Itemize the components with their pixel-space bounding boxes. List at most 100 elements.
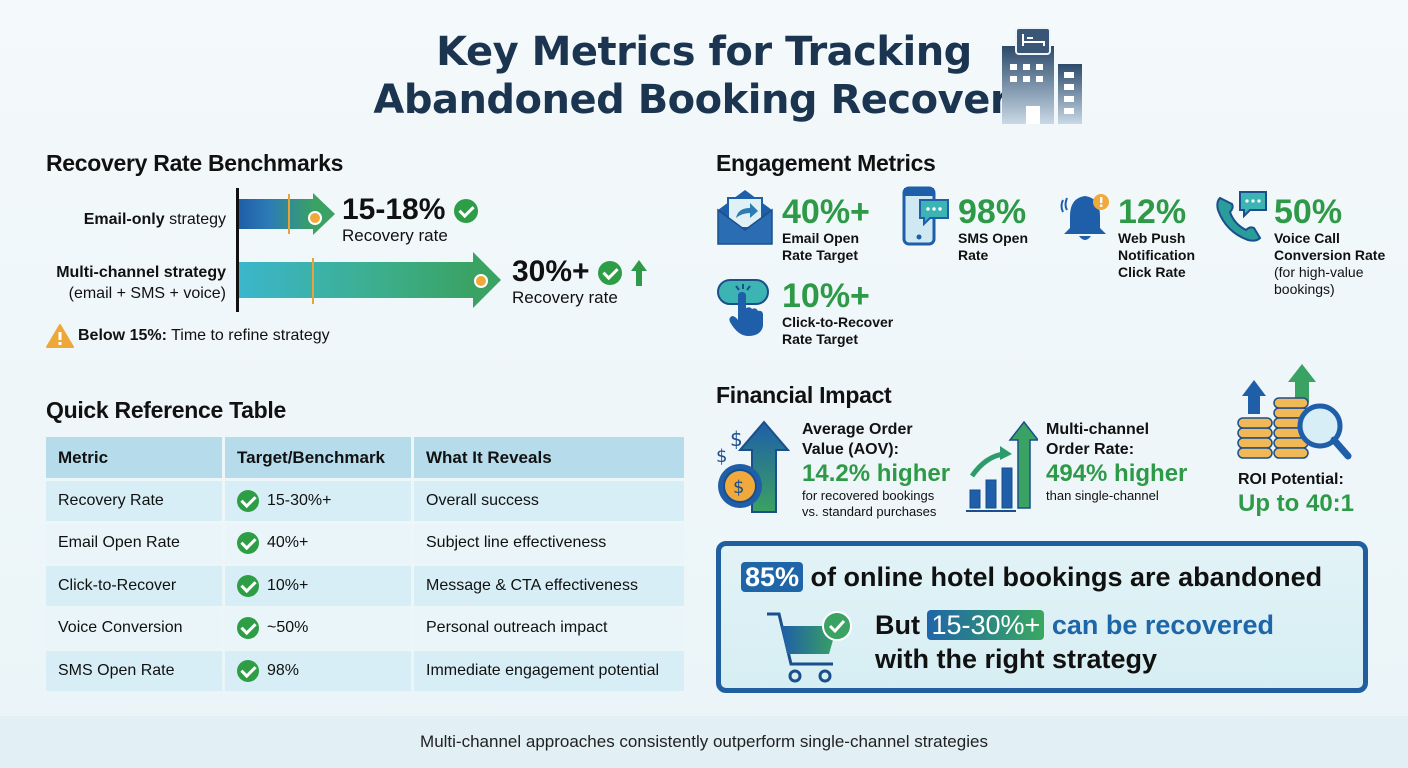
up-arrow-icon	[631, 260, 648, 287]
financial-roi: ROI Potential: Up to 40:1	[1238, 470, 1354, 518]
cart-check-icon	[767, 611, 852, 683]
warning-text: Time to refine strategy	[166, 327, 330, 345]
callout-recover-text: can be recovered	[1044, 610, 1274, 640]
cell-reveals: Message & CTA effectiveness	[414, 566, 684, 606]
cell-metric: Email Open Rate	[46, 523, 222, 563]
email-recovery-bar	[239, 193, 335, 235]
multi-rate-dot	[474, 274, 488, 288]
cell-target: ~50%	[225, 608, 411, 648]
title-line-2: Abandoned Booking Recovery	[373, 77, 1035, 123]
table-row: Recovery Rate 15-30%+ Overall success	[46, 481, 684, 521]
financial-multichannel: Multi-channel Order Rate: 494% higher th…	[1046, 420, 1187, 504]
engagement-click-to-recover: 10%+ Click-to-Recover Rate Target	[782, 278, 893, 348]
aov-sublabel: for recovered bookings	[802, 488, 935, 503]
multichannel-label: Order Rate:	[1046, 441, 1135, 458]
aov-label: Average Order	[802, 421, 913, 438]
check-icon	[453, 199, 478, 224]
metric-label: Click Rate	[1118, 264, 1186, 280]
metric-label: Conversion Rate	[1274, 247, 1386, 263]
column-header-metric: Metric	[46, 437, 222, 478]
email-rate-dot	[308, 211, 322, 225]
cell-target: 98%	[225, 651, 411, 691]
roi-value: Up to 40:1	[1238, 490, 1355, 517]
financial-aov: Average Order Value (AOV): 14.2% higher …	[802, 420, 950, 520]
metric-label: SMS Open	[958, 230, 1029, 246]
bar-growth-icon	[966, 420, 1038, 512]
callout-line-1-text: of online hotel bookings are abandoned	[803, 562, 1323, 592]
multi-recovery-bar	[239, 252, 503, 308]
footer-note: Multi-channel approaches consistently ou…	[0, 716, 1408, 768]
envelope-icon	[717, 190, 773, 245]
metric-value: 98%	[958, 193, 1027, 231]
quick-reference-table: Metric Target/Benchmark What It Reveals …	[43, 434, 687, 694]
aov-sublabel: vs. standard purchases	[802, 504, 937, 519]
warning-icon	[46, 324, 74, 348]
abandonment-callout: 85% of online hotel bookings are abandon…	[716, 541, 1368, 693]
cell-reveals: Overall success	[414, 481, 684, 521]
cell-metric: SMS Open Rate	[46, 651, 222, 691]
title-line-1: Key Metrics for Tracking	[436, 29, 972, 75]
engagement-sms-open: 98% SMS Open Rate	[958, 194, 1028, 264]
cell-target-text: 10%+	[267, 576, 309, 594]
bell-icon	[1060, 194, 1109, 240]
callout-line-1: 85% of online hotel bookings are abandon…	[741, 562, 1322, 593]
multi-threshold-marker	[312, 258, 314, 304]
metric-label: Voice Call	[1274, 230, 1340, 246]
warning-note: Below 15%: Time to refine strategy	[46, 324, 330, 348]
phone-sms-icon	[902, 186, 949, 246]
benchmark-axis	[236, 188, 239, 312]
financial-heading: Financial Impact	[716, 382, 892, 408]
cell-target-text: ~50%	[267, 619, 309, 637]
metric-sublabel: bookings)	[1274, 281, 1335, 297]
cell-reveals: Personal outreach impact	[414, 608, 684, 648]
metric-value: 10%+	[782, 277, 870, 315]
metric-value: 50%	[1274, 193, 1343, 231]
table-row: Click-to-Recover 10%+ Message & CTA effe…	[46, 566, 684, 606]
column-header-reveals: What It Reveals	[414, 437, 684, 478]
email-recovery-sub: Recovery rate	[342, 226, 448, 245]
check-icon	[597, 261, 622, 286]
cell-target: 10%+	[225, 566, 411, 606]
cell-target-text: 40%+	[267, 534, 309, 552]
check-icon	[237, 489, 259, 512]
multi-strategy-sub: (email + SMS + voice)	[68, 285, 226, 302]
email-strategy-rest: strategy	[164, 211, 226, 228]
money-growth-icon: $ $ $	[716, 420, 791, 513]
multi-recovery-value: 30%+	[512, 256, 648, 288]
page-title: Key Metrics for Tracking Abandoned Booki…	[0, 28, 1408, 124]
table-header-row: Metric Target/Benchmark What It Reveals	[46, 437, 684, 478]
metric-label: Rate Target	[782, 331, 858, 347]
metric-value: 40%+	[782, 193, 870, 231]
multi-strategy-label: Multi-channel strategy (email + SMS + vo…	[6, 262, 226, 304]
metric-label: Click-to-Recover	[782, 314, 894, 330]
engagement-voice-call: 50% Voice Call Conversion Rate (for high…	[1274, 194, 1385, 298]
hotel-building-icon	[1002, 27, 1082, 124]
email-recovery-value: 15-18%	[342, 194, 478, 226]
check-icon	[237, 532, 259, 555]
email-value-text: 15-18%	[342, 193, 446, 226]
table-heading: Quick Reference Table	[46, 397, 286, 423]
multichannel-sublabel: than single-channel	[1046, 488, 1159, 503]
engagement-email-open: 40%+ Email Open Rate Target	[782, 194, 870, 264]
column-header-target: Target/Benchmark	[225, 437, 411, 478]
metric-label: Rate Target	[782, 247, 858, 263]
email-strategy-label: Email-only strategy	[26, 209, 226, 230]
check-icon	[237, 617, 259, 640]
email-threshold-marker	[288, 194, 290, 234]
svg-text:$: $	[730, 427, 743, 451]
table-row: Voice Conversion ~50% Personal outreach …	[46, 608, 684, 648]
multichannel-value: 494% higher	[1046, 460, 1188, 487]
abandon-pct-badge: 85%	[741, 562, 804, 592]
svg-text:$: $	[716, 446, 727, 467]
check-icon	[237, 659, 259, 682]
metric-label: Email Open	[782, 230, 860, 246]
warning-bold: Below 15%:	[78, 327, 167, 345]
aov-value: 14.2% higher	[802, 460, 951, 487]
cell-target: 40%+	[225, 523, 411, 563]
aov-label: Value (AOV):	[802, 441, 899, 458]
metric-label: Notification	[1118, 247, 1195, 263]
cell-target-text: 98%	[267, 661, 300, 679]
cell-reveals: Immediate engagement potential	[414, 651, 684, 691]
cell-reveals: Subject line effectiveness	[414, 523, 684, 563]
table-row: SMS Open Rate 98% Immediate engagement p…	[46, 651, 684, 691]
